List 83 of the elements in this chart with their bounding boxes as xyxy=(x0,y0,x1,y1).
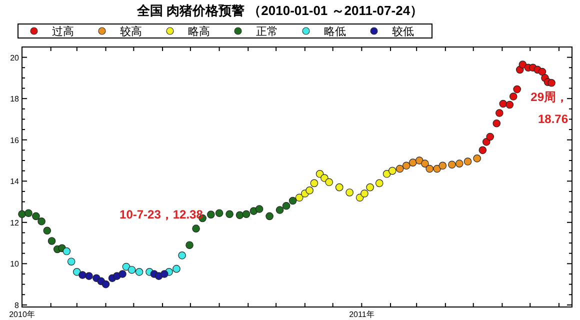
point xyxy=(426,164,434,173)
point xyxy=(496,109,504,117)
point xyxy=(538,68,546,76)
point xyxy=(276,206,284,214)
point xyxy=(38,217,46,226)
point xyxy=(366,183,374,192)
point xyxy=(192,224,200,232)
point xyxy=(506,100,514,109)
point xyxy=(438,162,447,170)
point xyxy=(295,194,304,202)
point xyxy=(288,196,297,205)
point xyxy=(455,160,464,168)
y-tick-label: 8 xyxy=(14,300,20,310)
point xyxy=(408,158,417,166)
point xyxy=(67,258,76,266)
x-tick-label: 2011年 xyxy=(349,310,374,319)
point xyxy=(492,119,501,128)
y-tick-label: 20 xyxy=(10,53,20,62)
point xyxy=(402,162,410,170)
y-tick-label: 14 xyxy=(10,177,20,186)
point xyxy=(486,132,494,141)
point xyxy=(433,164,441,173)
point xyxy=(509,92,518,100)
point xyxy=(215,209,224,218)
point xyxy=(48,237,56,245)
point xyxy=(482,138,490,146)
point xyxy=(518,60,527,68)
point xyxy=(266,212,274,220)
legend-label: 过高 xyxy=(52,25,74,38)
point xyxy=(282,202,290,210)
point xyxy=(421,160,429,168)
point xyxy=(128,266,136,274)
point xyxy=(346,188,354,196)
point xyxy=(207,210,215,218)
point xyxy=(382,170,391,178)
x-tick-label: 2010年 xyxy=(9,310,35,319)
point xyxy=(24,209,32,218)
point xyxy=(473,154,481,162)
point xyxy=(102,280,110,288)
y-tick-label: 18 xyxy=(10,94,20,104)
point xyxy=(236,211,244,220)
legend-label: 较高 xyxy=(120,25,142,38)
point xyxy=(478,146,487,154)
point xyxy=(448,160,456,169)
chart-title: 全国 肉猪价格预警 （2010-01-01 ～2011-07-24） xyxy=(136,3,424,18)
point xyxy=(226,210,234,218)
y-tick-label: 12 xyxy=(10,218,20,228)
point xyxy=(335,183,344,192)
annotation: 29周， 18.76 xyxy=(530,90,568,126)
point xyxy=(242,210,250,218)
point xyxy=(78,271,86,279)
point xyxy=(388,166,396,175)
y-tick-label: 16 xyxy=(10,136,20,145)
point xyxy=(255,205,264,213)
point xyxy=(118,270,126,278)
legend-label: 略高 xyxy=(188,25,210,38)
point xyxy=(396,164,404,173)
point xyxy=(172,264,180,273)
annotation: 10-7-23，12.38 xyxy=(120,208,204,222)
point xyxy=(18,210,26,218)
point xyxy=(32,212,40,220)
point xyxy=(306,186,314,194)
point xyxy=(178,252,186,260)
legend-label: 正常 xyxy=(256,25,278,38)
point xyxy=(548,79,556,87)
legend-label: 略低 xyxy=(324,26,346,38)
point xyxy=(360,190,368,198)
point xyxy=(186,241,194,249)
point xyxy=(135,268,144,276)
point xyxy=(513,85,521,94)
point xyxy=(73,268,81,276)
point xyxy=(85,272,93,280)
point xyxy=(464,158,472,166)
y-tick-label: 10 xyxy=(10,260,20,269)
point xyxy=(375,179,384,188)
point xyxy=(415,156,424,164)
legend-label: 较低 xyxy=(392,25,414,38)
point xyxy=(160,270,168,278)
point xyxy=(43,226,52,235)
point xyxy=(325,178,334,186)
point xyxy=(62,247,71,256)
point xyxy=(499,100,508,108)
point xyxy=(310,179,318,188)
